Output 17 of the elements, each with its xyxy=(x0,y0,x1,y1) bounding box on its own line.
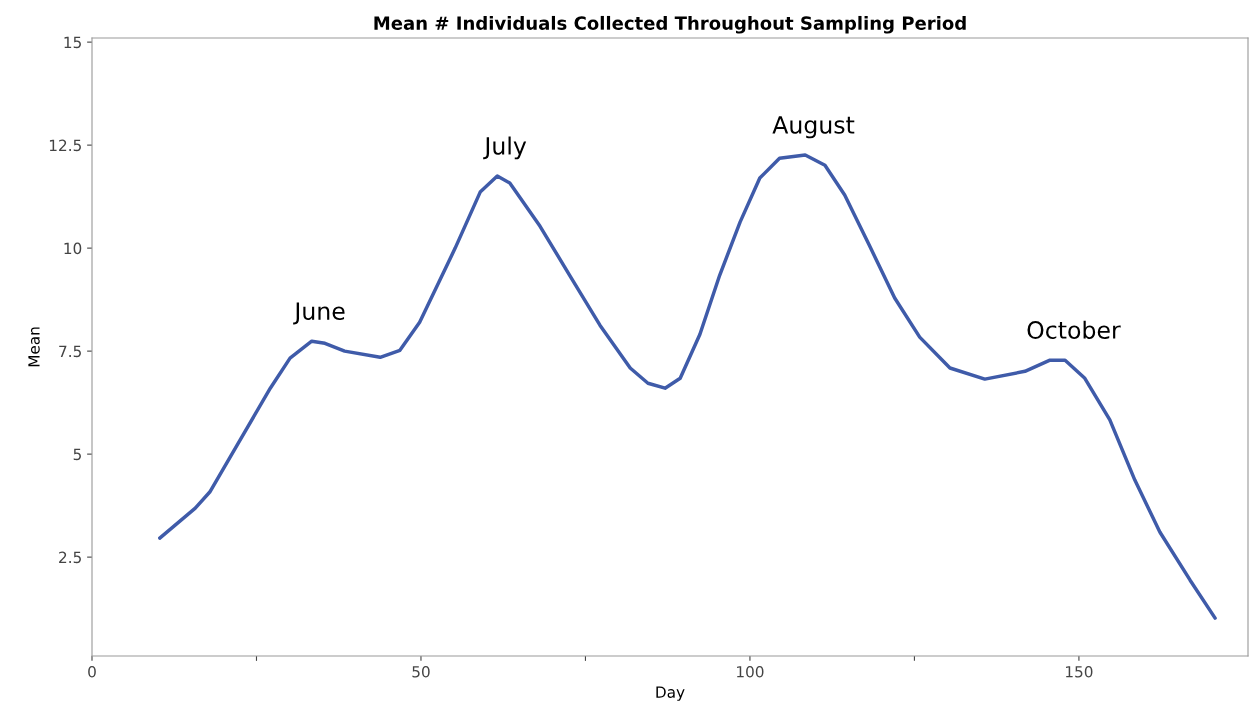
y-tick-label: 5 xyxy=(73,448,81,461)
y-axis-title: Mean xyxy=(28,327,40,367)
y-tick-label: 2.5 xyxy=(59,551,81,564)
y-tick-label: 7.5 xyxy=(59,345,81,358)
x-axis-title: Day xyxy=(656,686,685,701)
x-tick-label: 100 xyxy=(737,665,764,678)
x-tick-label: 150 xyxy=(1066,665,1093,678)
annotation: July xyxy=(483,136,527,160)
y-tick-label: 10 xyxy=(64,242,82,255)
x-tick-label: 50 xyxy=(412,665,430,678)
annotation: October xyxy=(1027,320,1121,339)
chart-title: Mean # Individuals Collected Throughout Sampling Period xyxy=(374,15,966,34)
annotation: June xyxy=(293,302,345,325)
y-tick-label: 12.5 xyxy=(49,139,81,152)
x-tick-label: 0 xyxy=(88,665,96,678)
y-tick-label: 15 xyxy=(64,36,81,49)
annotation: August xyxy=(772,116,855,139)
